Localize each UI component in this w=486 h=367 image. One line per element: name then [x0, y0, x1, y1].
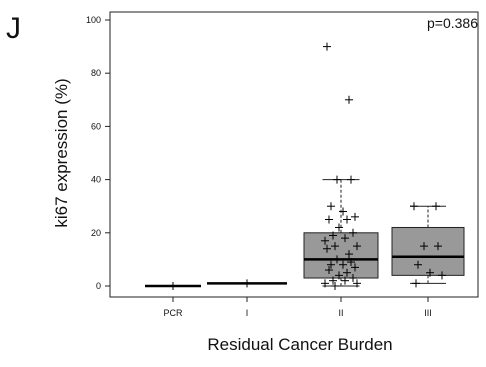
- data-point: [329, 231, 337, 240]
- data-point: [325, 266, 333, 275]
- data-point: [432, 202, 440, 211]
- data-points: [169, 42, 446, 290]
- plot-frame: [109, 11, 479, 298]
- data-point: [438, 271, 446, 280]
- data-point: [169, 282, 177, 290]
- x-tick-label: PCR: [163, 308, 183, 318]
- data-point: [434, 242, 442, 251]
- data-point: [341, 276, 349, 285]
- data-point: [351, 263, 359, 272]
- x-tick-label: III: [424, 308, 432, 318]
- y-tick-label: 0: [96, 281, 101, 291]
- data-point: [412, 279, 420, 288]
- data-point: [329, 276, 337, 285]
- data-point: [349, 228, 357, 237]
- data-point: [353, 279, 361, 288]
- data-point: [353, 242, 361, 251]
- x-tick-label: I: [246, 308, 249, 318]
- panel-label: J: [6, 12, 21, 45]
- box-iqr: [303, 232, 379, 279]
- data-point: [410, 202, 418, 211]
- box-III: [391, 205, 465, 284]
- data-point: [347, 175, 355, 184]
- data-point: [349, 274, 357, 283]
- data-point: [420, 242, 428, 251]
- x-tick-label: II: [338, 308, 343, 318]
- data-point: [339, 260, 347, 269]
- box-II: [303, 179, 379, 287]
- data-point: [335, 223, 343, 232]
- data-point: [323, 244, 331, 253]
- data-point: [331, 242, 339, 251]
- box-series: [145, 179, 465, 288]
- data-point: [331, 282, 339, 290]
- data-point: [341, 234, 349, 243]
- y-tick-label: 40: [91, 175, 101, 185]
- data-point: [333, 255, 341, 264]
- data-point: [321, 236, 329, 245]
- data-point: [339, 207, 347, 216]
- y-axis-title: ki67 expression (%): [52, 78, 71, 227]
- data-point: [426, 268, 434, 277]
- y-tick-label: 60: [91, 121, 101, 131]
- data-point: [327, 202, 335, 211]
- data-point: [323, 42, 331, 51]
- data-point: [321, 279, 329, 288]
- data-point: [343, 268, 351, 277]
- data-point: [414, 260, 422, 269]
- data-point: [345, 95, 353, 104]
- data-point: [333, 175, 341, 184]
- y-tick-label: 100: [86, 15, 101, 25]
- data-point: [325, 215, 333, 224]
- y-tick-label: 80: [91, 68, 101, 78]
- data-point: [347, 258, 355, 267]
- data-point: [335, 271, 343, 280]
- data-point: [345, 250, 353, 259]
- y-tick-label: 20: [91, 228, 101, 238]
- x-axis-title: Residual Cancer Burden: [207, 335, 392, 354]
- data-point: [243, 279, 251, 288]
- data-point: [351, 212, 359, 221]
- box-iqr: [391, 226, 465, 276]
- p-value-annotation: p=0.386: [427, 15, 478, 31]
- data-point: [343, 215, 351, 224]
- data-point: [327, 260, 335, 269]
